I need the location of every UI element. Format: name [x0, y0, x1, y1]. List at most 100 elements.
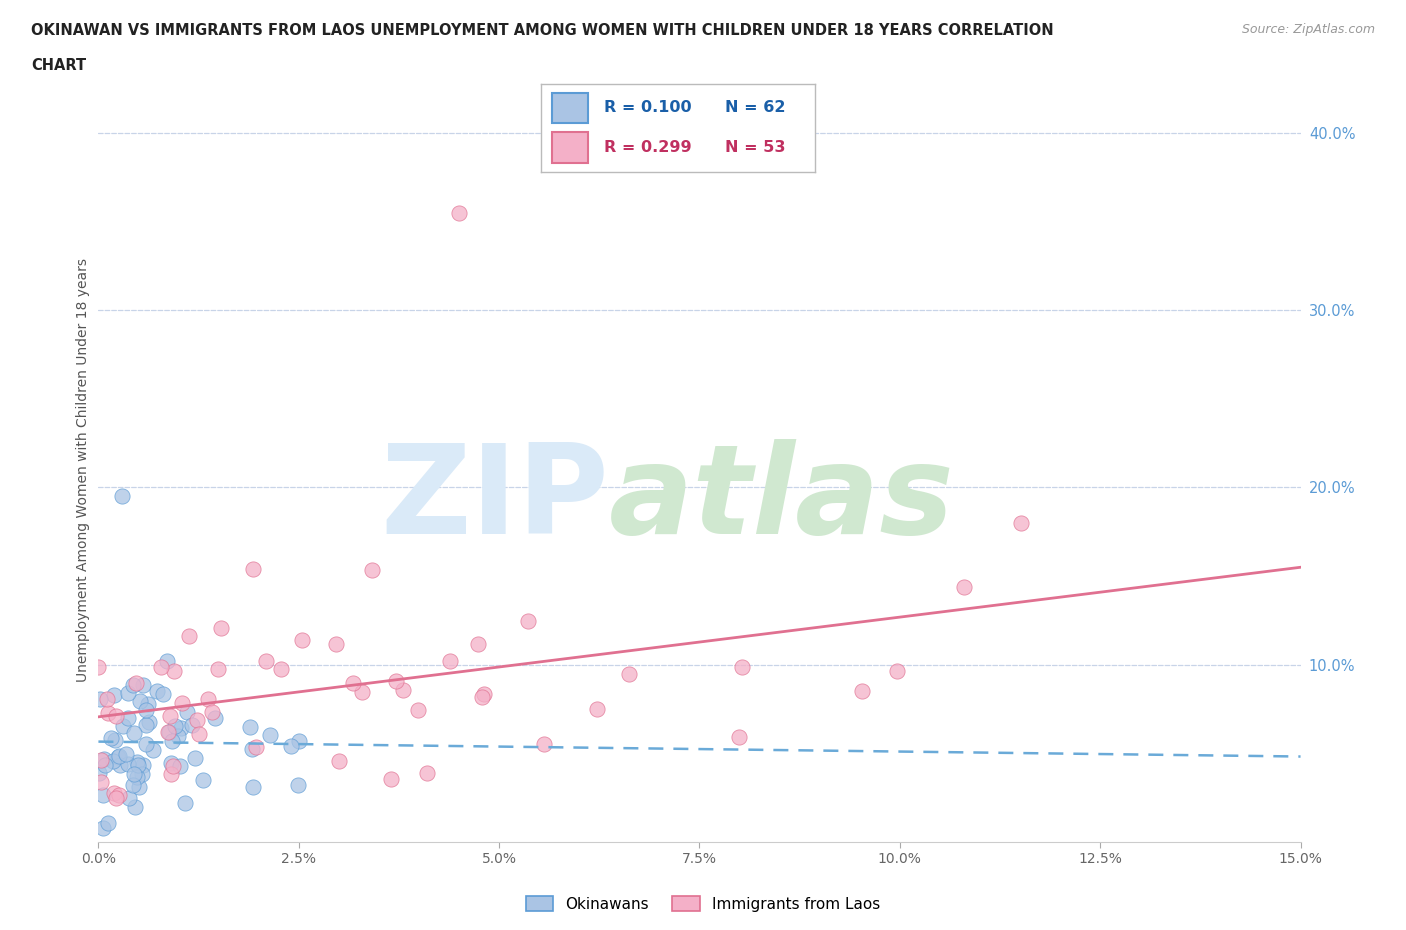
Point: [242, 779, 264, 794]
Point: [93, 758, 115, 773]
Point: [132, 678, 155, 693]
Point: [128, 779, 150, 794]
Point: [207, 662, 229, 677]
Point: [122, 725, 145, 740]
Point: [105, 790, 128, 805]
Point: [280, 738, 302, 753]
Point: [125, 770, 148, 785]
Point: [447, 206, 470, 220]
Point: [163, 664, 186, 679]
Point: [288, 733, 311, 748]
Point: [129, 694, 152, 709]
Point: [163, 719, 186, 734]
Point: [170, 696, 193, 711]
Legend: Okinawans, Immigrants from Laos: Okinawans, Immigrants from Laos: [520, 890, 886, 918]
Text: R = 0.100: R = 0.100: [605, 100, 692, 115]
Point: [472, 686, 495, 701]
Point: [111, 719, 134, 734]
Point: [291, 632, 314, 647]
Point: [259, 728, 281, 743]
Y-axis label: Unemployment Among Women with Children Under 18 years: Unemployment Among Women with Children U…: [76, 258, 90, 682]
Point: [107, 750, 129, 764]
Point: [406, 702, 429, 717]
Point: [89, 691, 111, 706]
Text: R = 0.299: R = 0.299: [605, 140, 692, 155]
Point: [127, 757, 149, 772]
Point: [254, 653, 277, 668]
Point: [533, 737, 555, 751]
Point: [384, 673, 406, 688]
Point: [181, 718, 204, 733]
Point: [191, 773, 214, 788]
Point: [132, 758, 155, 773]
Point: [886, 663, 908, 678]
Point: [118, 790, 141, 805]
Point: [188, 726, 211, 741]
Point: [160, 734, 183, 749]
Text: N = 53: N = 53: [725, 140, 786, 155]
Point: [91, 821, 114, 836]
Point: [135, 702, 157, 717]
Point: [728, 729, 751, 744]
Point: [138, 714, 160, 729]
Point: [93, 752, 115, 767]
Point: [157, 725, 180, 740]
Point: [174, 795, 197, 810]
Point: [952, 579, 974, 594]
Point: [117, 685, 139, 700]
Point: [1010, 516, 1032, 531]
Point: [325, 636, 347, 651]
Point: [87, 659, 110, 674]
Text: atlas: atlas: [609, 439, 955, 560]
Point: [125, 676, 148, 691]
Point: [131, 766, 153, 781]
Point: [108, 757, 131, 772]
Text: Source: ZipAtlas.com: Source: ZipAtlas.com: [1241, 23, 1375, 36]
FancyBboxPatch shape: [553, 93, 588, 124]
Point: [125, 755, 148, 770]
Point: [107, 788, 129, 803]
Point: [156, 724, 179, 739]
Point: [122, 766, 145, 781]
Point: [97, 816, 120, 830]
Text: OKINAWAN VS IMMIGRANTS FROM LAOS UNEMPLOYMENT AMONG WOMEN WITH CHILDREN UNDER 18: OKINAWAN VS IMMIGRANTS FROM LAOS UNEMPLO…: [31, 23, 1053, 38]
Text: CHART: CHART: [31, 58, 86, 73]
Point: [100, 731, 122, 746]
Point: [239, 719, 262, 734]
Point: [328, 753, 350, 768]
Point: [209, 620, 232, 635]
Point: [150, 659, 173, 674]
Point: [97, 705, 120, 720]
Point: [124, 800, 146, 815]
Point: [117, 756, 139, 771]
Point: [135, 737, 157, 752]
Point: [197, 691, 219, 706]
Point: [361, 563, 384, 578]
Point: [186, 712, 208, 727]
FancyBboxPatch shape: [553, 132, 588, 164]
Point: [242, 562, 264, 577]
Point: [121, 777, 143, 792]
Point: [730, 659, 752, 674]
Point: [439, 654, 461, 669]
Point: [96, 692, 118, 707]
Point: [245, 739, 267, 754]
Point: [176, 705, 198, 720]
Point: [471, 690, 494, 705]
Point: [104, 709, 127, 724]
Point: [184, 751, 207, 765]
Point: [201, 704, 224, 719]
Point: [517, 613, 540, 628]
Point: [204, 711, 226, 726]
Point: [342, 675, 364, 690]
Point: [117, 711, 139, 726]
Point: [87, 765, 110, 780]
Point: [103, 786, 125, 801]
Point: [392, 683, 415, 698]
Point: [179, 629, 201, 644]
Point: [101, 753, 124, 768]
Point: [166, 729, 188, 744]
Point: [586, 701, 609, 716]
Point: [90, 753, 112, 768]
Point: [111, 489, 134, 504]
